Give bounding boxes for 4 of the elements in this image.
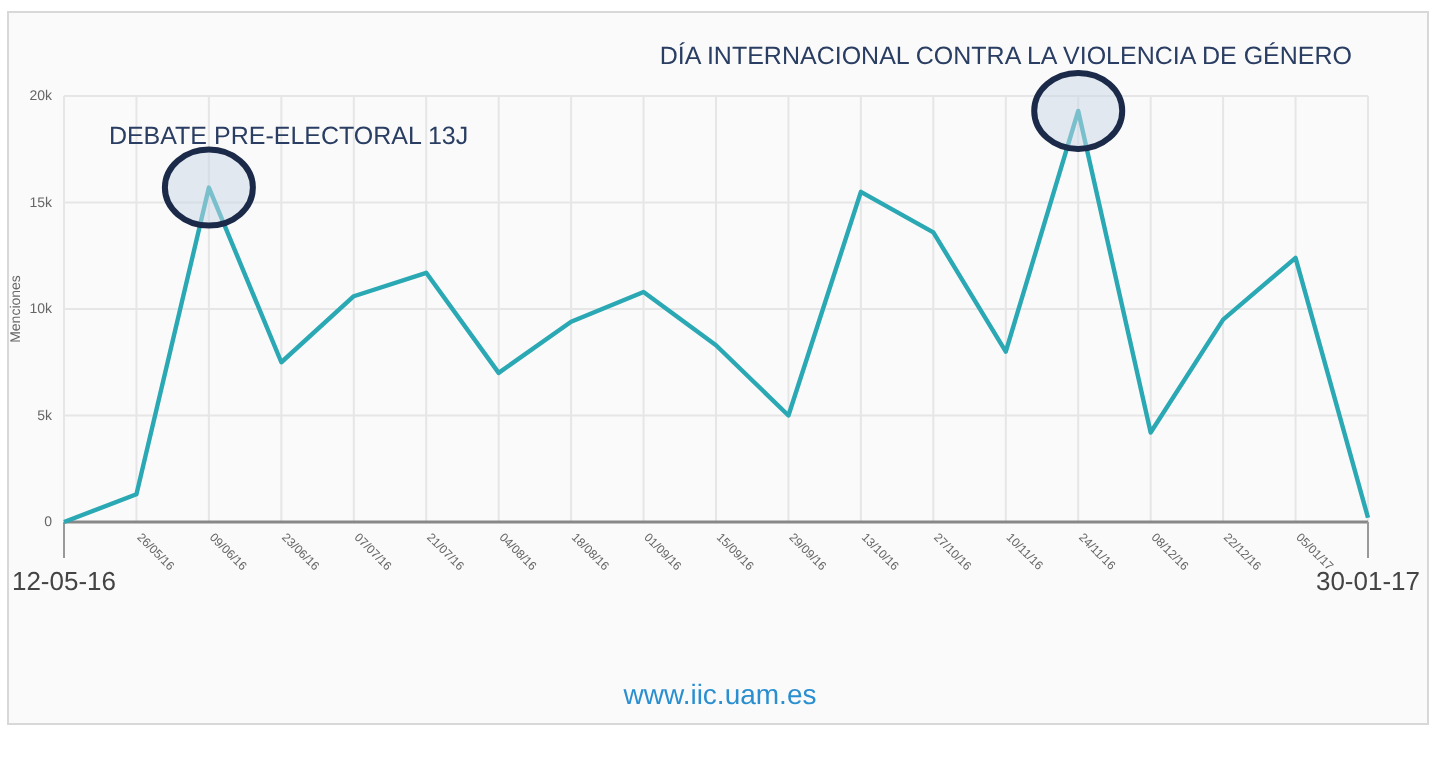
x-tick-label: 12-05-16 bbox=[11, 566, 117, 596]
annotation: DÍA INTERNACIONAL CONTRA LA VIOLENCIA DE GÉNERO bbox=[659, 42, 1353, 70]
text: www.iic.uam.es bbox=[621, 678, 817, 710]
annotation: DEBATE PRE-ELECTORAL 13J bbox=[108, 121, 469, 150]
